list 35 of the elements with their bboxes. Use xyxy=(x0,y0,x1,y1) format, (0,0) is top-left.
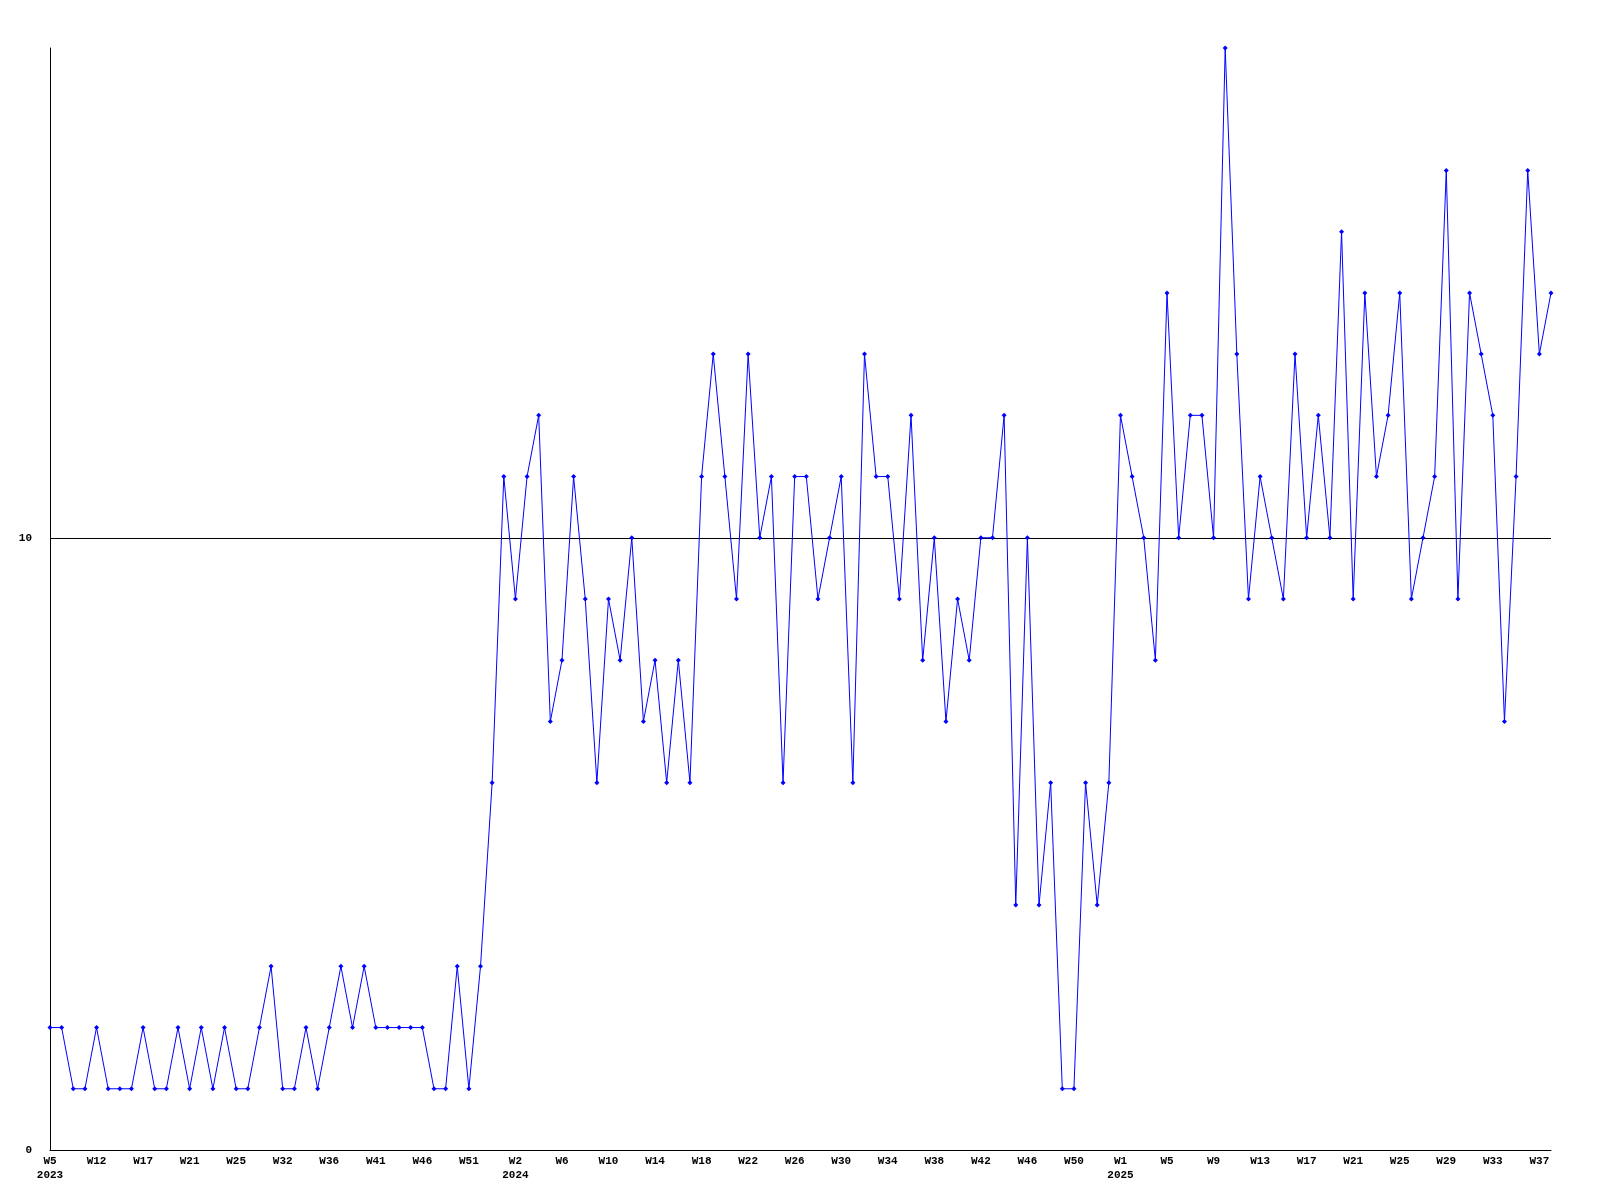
x-tick-label: W37 xyxy=(1529,1155,1550,1167)
x-tick-label: W18 xyxy=(691,1155,712,1167)
x-tick-label: W51 xyxy=(458,1155,480,1167)
x-tick-label: W9 xyxy=(1206,1155,1221,1167)
x-tick-label: W6 xyxy=(555,1155,569,1167)
x-tick-label: W5 2023 xyxy=(36,1155,64,1181)
x-tick-label: W30 xyxy=(831,1155,852,1167)
x-tick-label: W46 xyxy=(412,1155,433,1167)
x-tick-label: W34 xyxy=(877,1155,899,1167)
x-tick-label: W17 xyxy=(1296,1155,1317,1167)
x-tick-label: W32 xyxy=(272,1155,293,1167)
x-tick-label: W42 xyxy=(970,1155,991,1167)
x-tick-label: W12 xyxy=(86,1155,107,1167)
x-tick-label: W21 xyxy=(1343,1155,1364,1167)
x-tick-label: W38 xyxy=(924,1155,945,1167)
y-tick-label: 0 xyxy=(25,1144,32,1156)
x-tick-label: W1 2025 xyxy=(1107,1155,1135,1181)
y-tick-label: 10 xyxy=(18,531,32,544)
x-tick-label: W50 xyxy=(1064,1155,1084,1167)
x-tick-label: W14 xyxy=(645,1155,666,1167)
x-tick-label: W5 xyxy=(1160,1155,1175,1167)
x-tick-label: W46 xyxy=(1017,1155,1038,1167)
x-tick-label: W22 xyxy=(738,1155,759,1167)
x-tick-label: W10 xyxy=(598,1155,619,1167)
x-tick-label: W13 xyxy=(1250,1155,1271,1167)
x-tick-label: W26 xyxy=(784,1155,805,1167)
x-tick-label: W41 xyxy=(365,1155,387,1167)
x-tick-label: W29 xyxy=(1436,1155,1457,1167)
x-tick-label: W21 xyxy=(179,1155,200,1167)
x-tick-label: W25 xyxy=(1389,1155,1411,1167)
x-tick-label: W17 xyxy=(133,1155,153,1167)
x-tick-label: W33 xyxy=(1482,1155,1504,1167)
x-tick-label: W36 xyxy=(319,1155,340,1167)
x-tick-label: W25 xyxy=(226,1155,247,1167)
x-tick-label: W2 2024 xyxy=(502,1155,530,1181)
